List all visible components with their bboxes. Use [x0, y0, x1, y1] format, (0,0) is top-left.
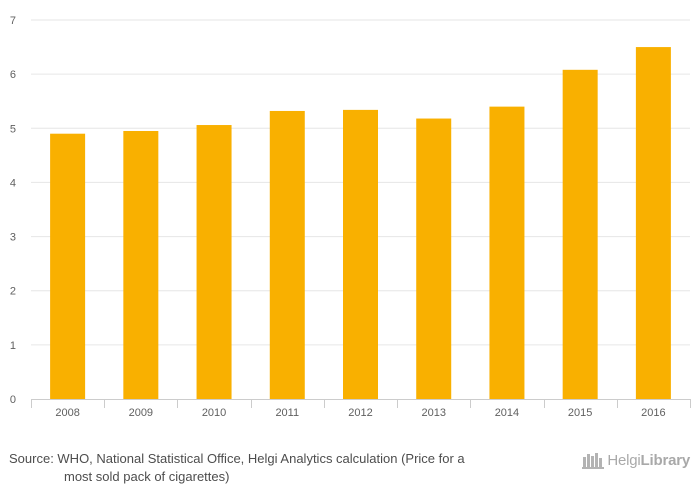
y-tick-label: 5 — [10, 123, 16, 135]
bar-2014 — [489, 106, 525, 399]
y-tick-label: 3 — [10, 232, 16, 244]
brand-name-bold: Library — [640, 451, 691, 469]
x-tick-label: 2014 — [495, 407, 519, 419]
bars — [50, 47, 671, 400]
bar-2011 — [269, 110, 305, 400]
x-axis-ticks: 2008 2009 2010 2011 2012 2013 2014 2015 2016 — [55, 407, 665, 419]
source-note: Source: WHO, National Statistical Office… — [9, 450, 549, 485]
bar-2013 — [416, 118, 452, 399]
bar-2016 — [635, 47, 671, 399]
brand-name: HelgiLibrary — [607, 452, 690, 469]
y-tick-label: 0 — [10, 394, 16, 406]
y-tick-label: 7 — [10, 15, 16, 27]
x-axis — [31, 399, 691, 408]
bar-2009 — [123, 130, 159, 399]
x-tick-label: 2009 — [129, 407, 153, 419]
library-books-icon — [582, 453, 605, 469]
y-axis-ticks: 0 1 2 3 4 5 6 7 — [10, 15, 16, 406]
y-tick-label: 1 — [10, 340, 16, 352]
y-tick-label: 4 — [10, 177, 16, 189]
source-line-2: most sold pack of cigarettes) — [64, 468, 230, 484]
x-tick-label: 2016 — [641, 407, 665, 419]
x-tick-label: 2011 — [275, 407, 299, 419]
bar-2008 — [50, 133, 86, 399]
helgi-library-logo: HelgiLibrary — [582, 450, 690, 470]
bar-chart: 0 1 2 3 4 5 6 7 2008 2009 2010 2011 2012 2013 2014 201… — [10, 15, 691, 419]
x-tick-label: 2015 — [568, 407, 592, 419]
bar-2015 — [562, 69, 598, 399]
bar-2012 — [343, 109, 378, 400]
bar-2010 — [196, 125, 232, 399]
x-tick-label: 2010 — [202, 407, 226, 419]
x-tick-label: 2012 — [348, 407, 372, 419]
y-tick-label: 6 — [10, 69, 16, 81]
y-tick-label: 2 — [10, 286, 16, 298]
brand-name-regular: Helgi — [607, 451, 641, 469]
x-tick-label: 2013 — [421, 407, 445, 419]
source-line-1: Source: WHO, National Statistical Office… — [9, 451, 465, 466]
x-tick-label: 2008 — [55, 407, 79, 419]
